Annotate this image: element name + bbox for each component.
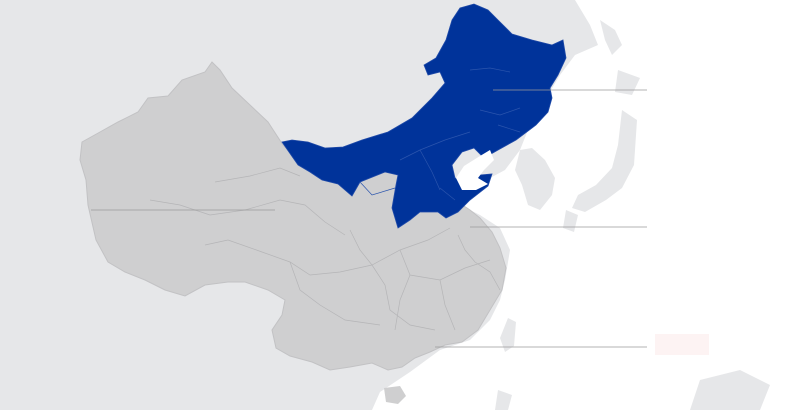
taiwan-island: [500, 318, 516, 352]
japan-islands: [563, 20, 640, 232]
hainan-island: [384, 386, 406, 404]
korean-peninsula: [515, 148, 555, 210]
china-mainland: [79, 61, 507, 371]
china-country: [79, 3, 567, 404]
callout-label-box: [655, 334, 709, 355]
callout-leaders: [91, 89, 647, 348]
north-region-highlight: [281, 3, 567, 229]
province-borders: [149, 67, 521, 331]
bohai-sea: [456, 150, 494, 190]
philippines-islands: [495, 370, 770, 410]
